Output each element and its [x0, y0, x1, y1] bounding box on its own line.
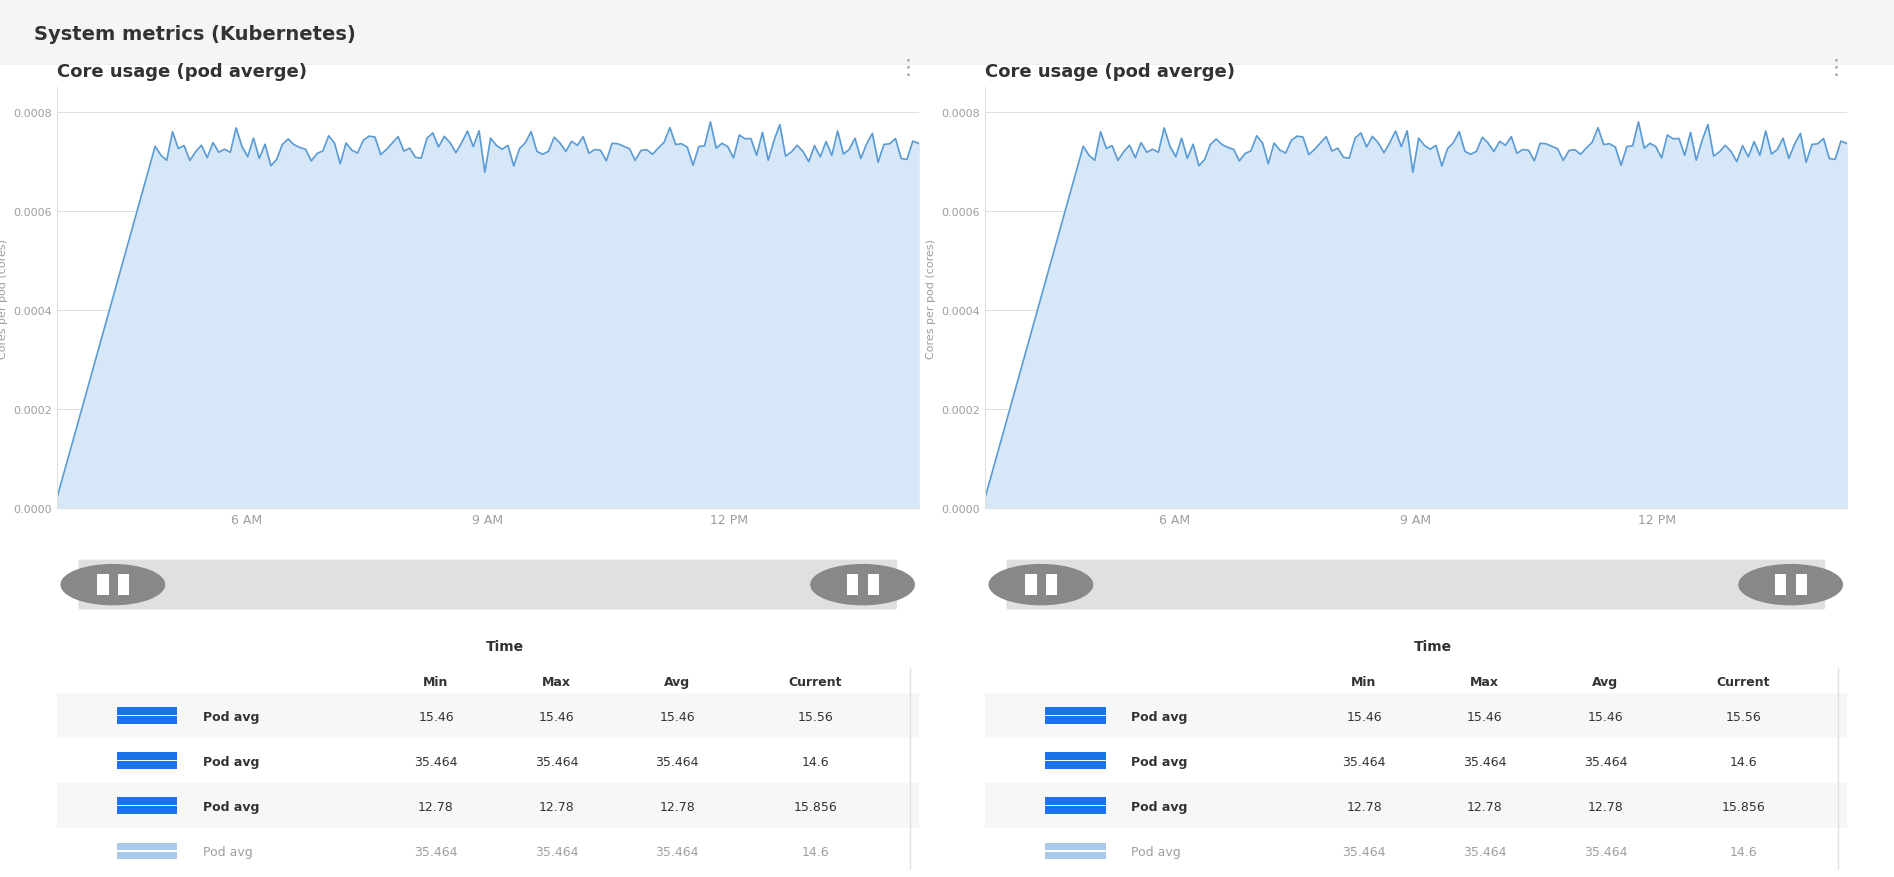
FancyBboxPatch shape	[117, 797, 178, 805]
FancyBboxPatch shape	[1045, 752, 1106, 759]
FancyBboxPatch shape	[1045, 807, 1106, 814]
Text: 15.46: 15.46	[538, 710, 574, 724]
FancyBboxPatch shape	[117, 761, 178, 769]
FancyBboxPatch shape	[117, 852, 178, 859]
Text: 35.464: 35.464	[655, 845, 699, 858]
Text: 35.464: 35.464	[1462, 845, 1506, 858]
Text: 15.56: 15.56	[1725, 710, 1761, 724]
FancyBboxPatch shape	[1045, 717, 1106, 724]
Text: ⋮: ⋮	[898, 58, 919, 78]
Text: Core usage (pod averge): Core usage (pod averge)	[57, 62, 307, 81]
Text: 12.78: 12.78	[1347, 800, 1383, 813]
Y-axis label: Cores per pod (cores): Cores per pod (cores)	[0, 239, 8, 358]
FancyBboxPatch shape	[57, 783, 919, 828]
Text: Core usage (pod averge): Core usage (pod averge)	[985, 62, 1235, 81]
Text: 35.464: 35.464	[1462, 755, 1506, 768]
Text: 14.6: 14.6	[801, 755, 830, 768]
FancyBboxPatch shape	[1006, 560, 1826, 610]
Text: 12.78: 12.78	[538, 800, 574, 813]
FancyBboxPatch shape	[1045, 852, 1106, 859]
Text: 15.46: 15.46	[1347, 710, 1383, 724]
Text: 35.464: 35.464	[1343, 845, 1386, 858]
Text: 15.856: 15.856	[1722, 800, 1765, 813]
Text: 15.46: 15.46	[419, 710, 455, 724]
Text: 35.464: 35.464	[415, 755, 458, 768]
Text: 12.78: 12.78	[1587, 800, 1623, 813]
FancyBboxPatch shape	[117, 843, 178, 850]
Text: Pod avg: Pod avg	[1131, 800, 1188, 813]
Text: Pod avg: Pod avg	[203, 800, 259, 813]
Text: System metrics (Kubernetes): System metrics (Kubernetes)	[34, 25, 356, 44]
Text: Avg: Avg	[1593, 675, 1617, 688]
Text: Avg: Avg	[665, 675, 689, 688]
Text: 14.6: 14.6	[1729, 845, 1758, 858]
Text: Pod avg: Pod avg	[1131, 710, 1188, 724]
Text: Pod avg: Pod avg	[203, 845, 254, 858]
Text: 15.56: 15.56	[797, 710, 833, 724]
Text: 12.78: 12.78	[659, 800, 695, 813]
Text: 14.6: 14.6	[1729, 755, 1758, 768]
Text: 15.46: 15.46	[659, 710, 695, 724]
Text: Pod avg: Pod avg	[1131, 755, 1188, 768]
FancyBboxPatch shape	[985, 783, 1847, 828]
Text: 15.46: 15.46	[1587, 710, 1623, 724]
Text: 35.464: 35.464	[1343, 755, 1386, 768]
Text: 35.464: 35.464	[534, 755, 578, 768]
Text: 35.464: 35.464	[534, 845, 578, 858]
Text: Pod avg: Pod avg	[203, 710, 259, 724]
Text: 35.464: 35.464	[1583, 755, 1627, 768]
FancyBboxPatch shape	[1045, 843, 1106, 850]
Text: 35.464: 35.464	[655, 755, 699, 768]
FancyBboxPatch shape	[57, 693, 919, 738]
FancyBboxPatch shape	[117, 717, 178, 724]
Text: 35.464: 35.464	[1583, 845, 1627, 858]
Text: 15.46: 15.46	[1466, 710, 1502, 724]
Text: Max: Max	[1470, 675, 1500, 688]
FancyBboxPatch shape	[1045, 761, 1106, 769]
FancyBboxPatch shape	[1045, 708, 1106, 715]
Circle shape	[989, 565, 1093, 605]
FancyBboxPatch shape	[78, 560, 898, 610]
Circle shape	[61, 565, 165, 605]
FancyBboxPatch shape	[1025, 574, 1036, 595]
Text: Max: Max	[542, 675, 572, 688]
FancyBboxPatch shape	[97, 574, 108, 595]
Text: 35.464: 35.464	[415, 845, 458, 858]
FancyBboxPatch shape	[847, 574, 858, 595]
FancyBboxPatch shape	[1775, 574, 1786, 595]
Text: 14.6: 14.6	[801, 845, 830, 858]
Text: Pod avg: Pod avg	[203, 755, 259, 768]
Text: Min: Min	[1352, 675, 1377, 688]
FancyBboxPatch shape	[867, 574, 879, 595]
Text: Min: Min	[424, 675, 449, 688]
FancyBboxPatch shape	[1045, 797, 1106, 805]
Text: 12.78: 12.78	[419, 800, 455, 813]
Text: 12.78: 12.78	[1466, 800, 1502, 813]
Text: Time: Time	[487, 639, 525, 653]
FancyBboxPatch shape	[117, 574, 129, 595]
Y-axis label: Cores per pod (cores): Cores per pod (cores)	[926, 239, 936, 358]
Circle shape	[811, 565, 915, 605]
Text: 15.856: 15.856	[794, 800, 837, 813]
Text: Current: Current	[1716, 675, 1771, 688]
FancyBboxPatch shape	[117, 752, 178, 759]
FancyBboxPatch shape	[1045, 574, 1057, 595]
Text: Time: Time	[1415, 639, 1453, 653]
Text: Pod avg: Pod avg	[1131, 845, 1182, 858]
Text: Current: Current	[788, 675, 843, 688]
Text: ⋮: ⋮	[1826, 58, 1847, 78]
FancyBboxPatch shape	[985, 693, 1847, 738]
FancyBboxPatch shape	[1796, 574, 1807, 595]
Circle shape	[1739, 565, 1843, 605]
FancyBboxPatch shape	[117, 807, 178, 814]
FancyBboxPatch shape	[117, 708, 178, 715]
